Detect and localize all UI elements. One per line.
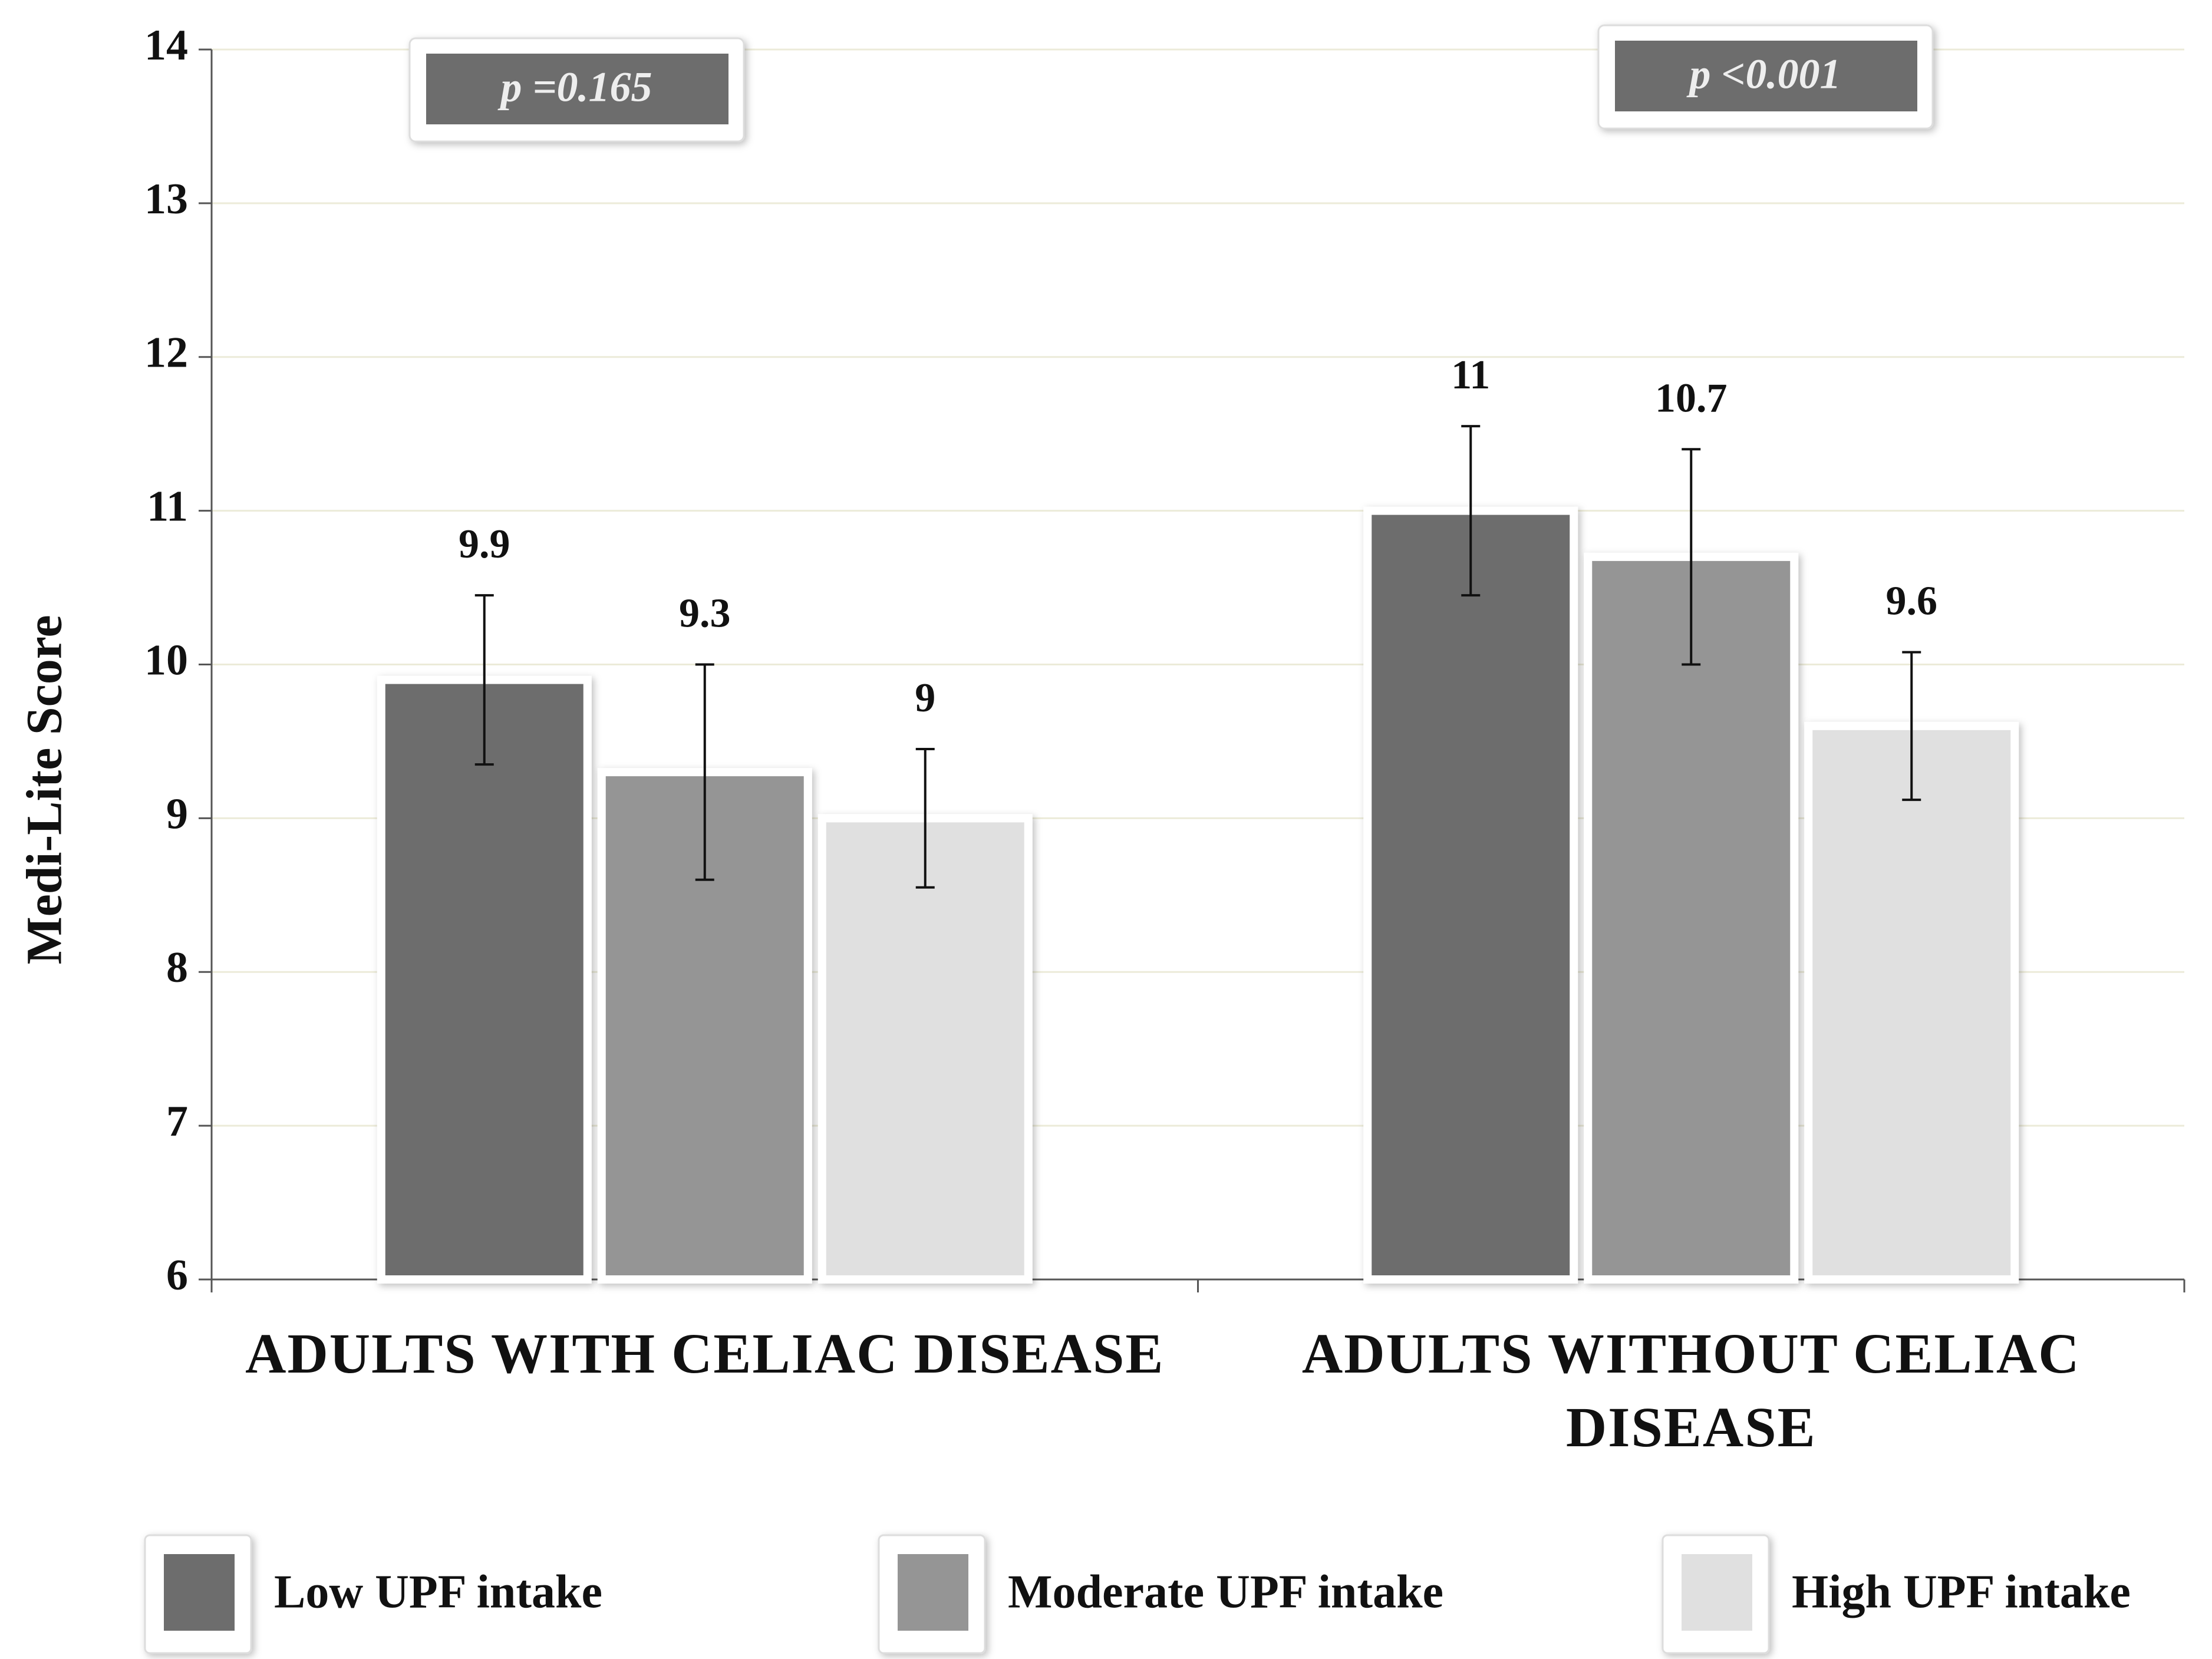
y-tick-label: 9 [166, 790, 188, 838]
value-label: 9.6 [1886, 579, 1938, 624]
bar [817, 814, 1033, 1284]
y-tick-label: 10 [144, 636, 188, 684]
y-tick-label: 13 [144, 175, 188, 223]
x-tick-label: ADULTS WITH CELIAC DISEASE [245, 1322, 1165, 1385]
y-tick-label: 6 [166, 1251, 188, 1300]
x-tick-label: ADULTS WITHOUT CELIAC DISEASE [1301, 1322, 2081, 1459]
bar [1804, 721, 2019, 1284]
annotation-fill [1615, 41, 1917, 111]
y-axis-label: Medi-Lite Score [16, 615, 72, 964]
legend-swatch [898, 1554, 968, 1631]
legend-swatch [1682, 1554, 1752, 1631]
legend-label: Moderate UPF intake [1008, 1566, 1443, 1618]
annotation: p <0.001 [1686, 51, 1841, 98]
legend-swatch [164, 1554, 235, 1631]
bar [377, 675, 592, 1284]
value-label: 10.7 [1655, 375, 1728, 421]
y-tick-label: 12 [144, 329, 188, 377]
annotation: p =0.165 [497, 64, 652, 111]
value-label: 9.9 [459, 522, 510, 567]
bar [1363, 506, 1578, 1284]
y-tick-label: 14 [144, 21, 188, 70]
bar [1584, 552, 1799, 1284]
legend-label: High UPF intake [1792, 1566, 2131, 1618]
legend-label: Low UPF intake [274, 1566, 602, 1618]
annotation-fill [426, 54, 728, 124]
value-label: 9 [915, 675, 935, 721]
value-label: 9.3 [679, 591, 731, 636]
value-label: 11 [1451, 352, 1490, 398]
y-tick-label: 8 [166, 944, 188, 992]
y-tick-label: 11 [147, 483, 188, 531]
y-tick-label: 7 [166, 1097, 188, 1146]
